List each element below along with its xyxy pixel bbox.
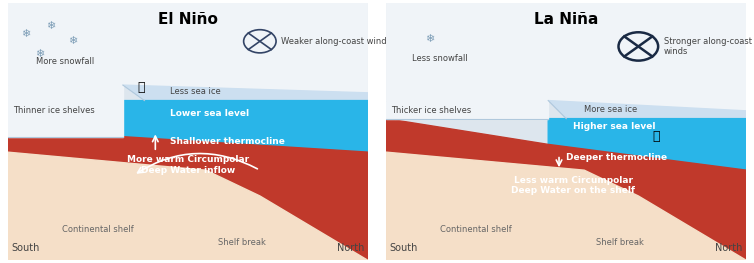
Polygon shape [386, 3, 746, 119]
Text: Shallower thermocline: Shallower thermocline [170, 137, 284, 146]
Text: ❄: ❄ [21, 29, 30, 39]
FancyBboxPatch shape [8, 3, 368, 260]
Text: La Niña: La Niña [534, 12, 599, 27]
Polygon shape [548, 119, 746, 170]
Polygon shape [386, 119, 746, 260]
Text: More snowfall: More snowfall [36, 57, 94, 66]
Text: ❄: ❄ [35, 49, 44, 59]
Text: 🐧: 🐧 [137, 81, 145, 94]
Text: Shelf break: Shelf break [218, 239, 265, 247]
Polygon shape [123, 100, 368, 152]
Polygon shape [548, 100, 746, 119]
Polygon shape [8, 137, 368, 260]
Text: South: South [11, 243, 39, 253]
Polygon shape [386, 100, 548, 119]
Text: Shelf break: Shelf break [596, 239, 644, 247]
Text: Continental shelf: Continental shelf [440, 225, 512, 234]
FancyBboxPatch shape [386, 3, 746, 260]
Text: Weaker along-coast winds: Weaker along-coast winds [281, 37, 391, 46]
Polygon shape [8, 3, 368, 100]
Text: Deeper thermocline: Deeper thermocline [566, 153, 667, 162]
Text: North: North [337, 243, 364, 253]
Text: ❄: ❄ [68, 36, 77, 46]
Text: Thicker ice shelves: Thicker ice shelves [391, 106, 472, 115]
Text: Lower sea level: Lower sea level [170, 109, 249, 118]
Text: More warm Circumpolar
Deep Water inflow: More warm Circumpolar Deep Water inflow [127, 155, 249, 175]
Text: Continental shelf: Continental shelf [62, 225, 133, 234]
Text: Stronger along-coast
winds: Stronger along-coast winds [664, 37, 752, 56]
Text: ❄: ❄ [425, 34, 434, 44]
Text: 🐧: 🐧 [653, 130, 660, 143]
Text: Less warm Circumpolar
Deep Water on the shelf: Less warm Circumpolar Deep Water on the … [511, 176, 636, 195]
Polygon shape [8, 152, 368, 260]
Polygon shape [386, 152, 746, 260]
Text: Less snowfall: Less snowfall [412, 54, 468, 63]
Polygon shape [8, 85, 123, 137]
Text: South: South [390, 243, 418, 253]
Text: ❄: ❄ [46, 21, 56, 31]
Text: North: North [716, 243, 743, 253]
Text: Higher sea level: Higher sea level [574, 122, 656, 131]
Text: El Niño: El Niño [158, 12, 218, 27]
Text: More sea ice: More sea ice [584, 105, 638, 114]
Text: Less sea ice: Less sea ice [170, 87, 220, 96]
Polygon shape [123, 85, 368, 100]
Text: Thinner ice shelves: Thinner ice shelves [13, 106, 95, 115]
